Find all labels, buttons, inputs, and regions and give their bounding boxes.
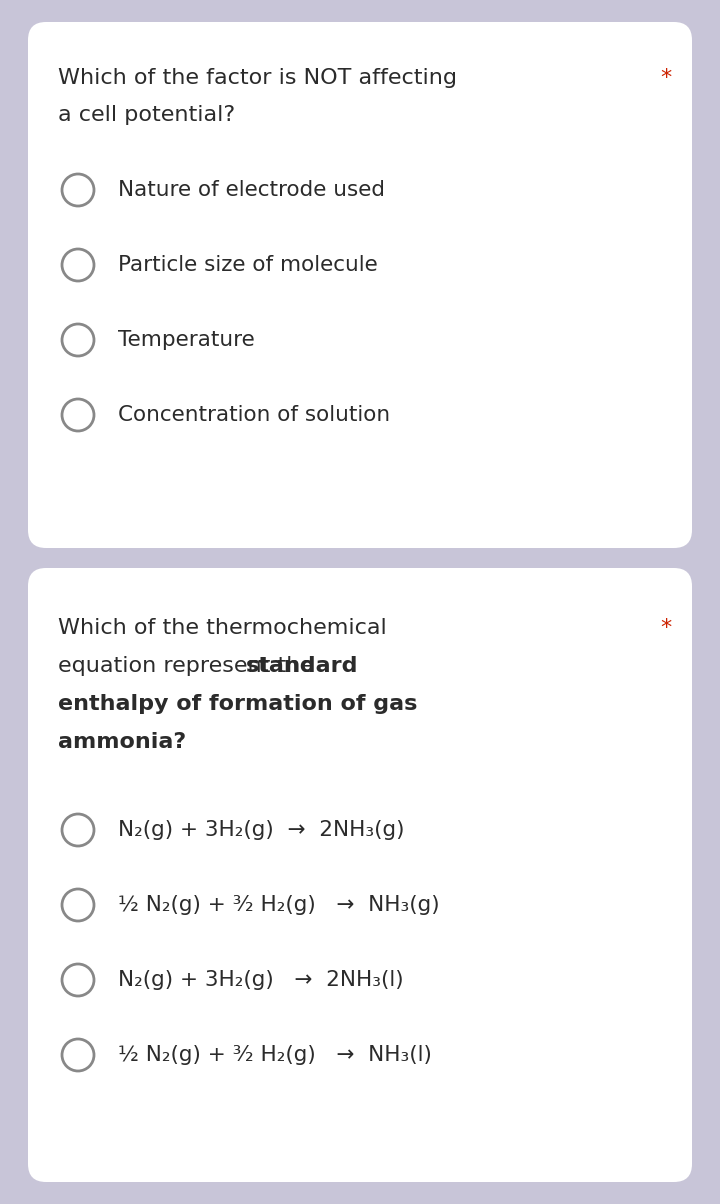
Text: *: *	[660, 67, 671, 88]
Text: Temperature: Temperature	[118, 330, 255, 350]
Text: ½ N₂(g) + ³⁄₂ H₂(g)   →  NH₃(g): ½ N₂(g) + ³⁄₂ H₂(g) → NH₃(g)	[118, 895, 440, 915]
Text: equation represent the: equation represent the	[58, 656, 321, 675]
Text: standard: standard	[246, 656, 359, 675]
Text: ammonia?: ammonia?	[58, 732, 186, 752]
Text: N₂(g) + 3H₂(g)   →  2NH₃(l): N₂(g) + 3H₂(g) → 2NH₃(l)	[118, 970, 404, 990]
Text: Nature of electrode used: Nature of electrode used	[118, 181, 385, 200]
Text: Concentration of solution: Concentration of solution	[118, 405, 390, 425]
Text: Which of the factor is NOT affecting: Which of the factor is NOT affecting	[58, 67, 457, 88]
Text: Which of the thermochemical: Which of the thermochemical	[58, 618, 387, 638]
FancyBboxPatch shape	[28, 568, 692, 1182]
Text: a cell potential?: a cell potential?	[58, 105, 235, 125]
Text: N₂(g) + 3H₂(g)  →  2NH₃(g): N₂(g) + 3H₂(g) → 2NH₃(g)	[118, 820, 405, 840]
Text: enthalpy of formation of gas: enthalpy of formation of gas	[58, 694, 418, 714]
FancyBboxPatch shape	[28, 22, 692, 548]
Text: *: *	[660, 618, 671, 638]
Text: ½ N₂(g) + ³⁄₂ H₂(g)   →  NH₃(l): ½ N₂(g) + ³⁄₂ H₂(g) → NH₃(l)	[118, 1045, 432, 1066]
Text: Particle size of molecule: Particle size of molecule	[118, 255, 378, 275]
